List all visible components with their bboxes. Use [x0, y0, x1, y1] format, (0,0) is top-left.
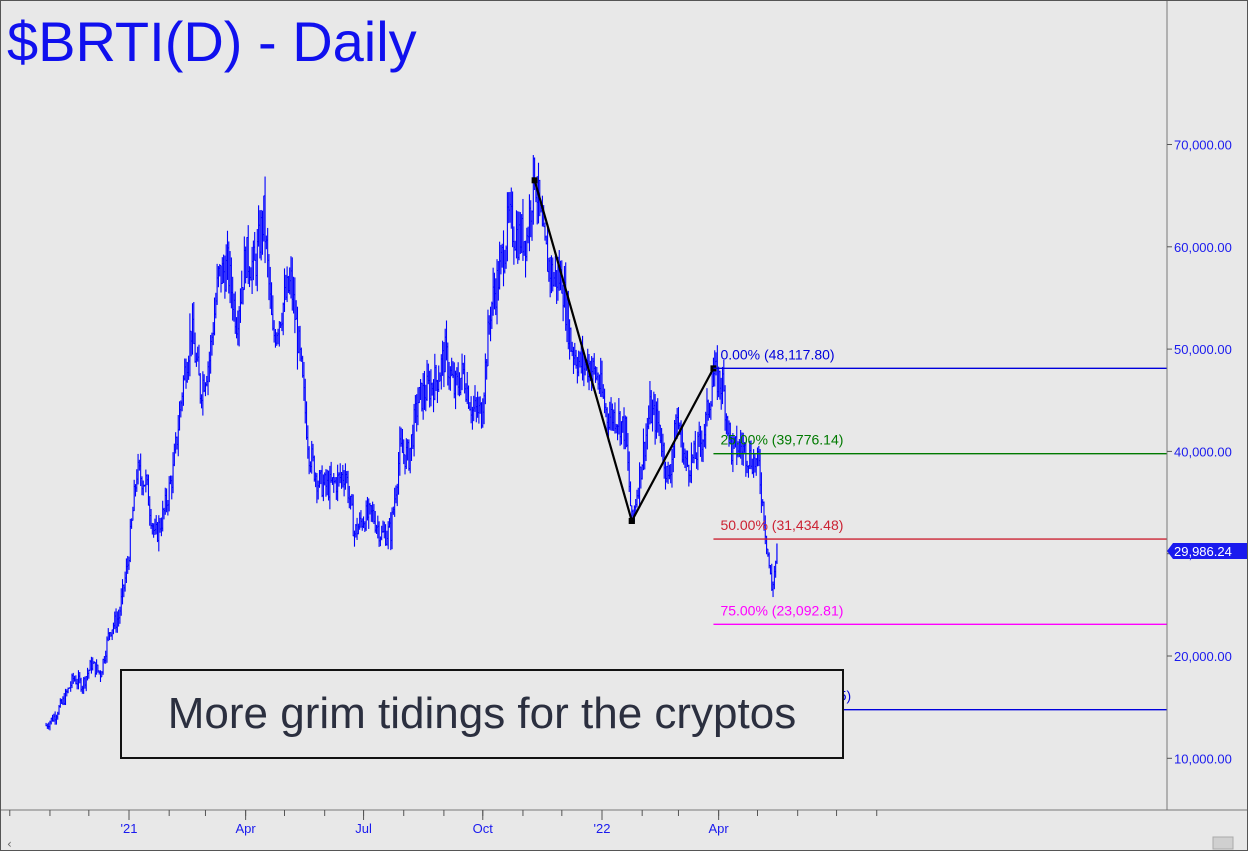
last-price-flag: [1167, 543, 1247, 559]
y-tick-label: 20,000.00: [1174, 649, 1232, 664]
x-tick-label: Apr: [709, 821, 730, 836]
fib-levels: 0.00% (48,117.80) 25.00% (39,776.14) 50.00…: [713, 346, 1167, 711]
horizontal-scrollbar[interactable]: ‹: [1, 836, 1247, 850]
scrollbar-thumb[interactable]: [1212, 836, 1234, 850]
annotation-frame: [120, 669, 844, 759]
annotation-box: More grim tidings for the cryptos: [120, 669, 844, 759]
swing-lines: [531, 177, 717, 524]
scroll-left-icon[interactable]: ‹: [7, 837, 12, 850]
y-tick-label: 40,000.00: [1174, 444, 1232, 459]
y-tick-label: 10,000.00: [1174, 751, 1232, 766]
last-price-marker: 29,986.24: [1167, 543, 1247, 559]
y-tick-label: 50,000.00: [1174, 342, 1232, 357]
x-tick-label: Jul: [355, 821, 372, 836]
fib-label: 25.00% (39,776.14): [720, 432, 843, 448]
x-tick-label: '22: [594, 821, 611, 836]
y-axis: 10,000.0020,000.0030,000.0040,000.0050,0…: [1167, 138, 1232, 766]
chart-title: $BRTI(D) - Daily: [7, 10, 417, 73]
x-axis: '21 Apr Jul Oct '22 Apr: [9, 810, 878, 836]
fib-label: 0.00% (48,117.80): [720, 346, 834, 362]
x-tick-label: Apr: [236, 821, 257, 836]
price-bars: [45, 155, 778, 731]
x-tick-label: '21: [121, 821, 138, 836]
scrollbar-track[interactable]: [1, 836, 1247, 850]
swing-point: [531, 177, 538, 184]
swing-line: [630, 367, 715, 522]
x-tick-label: Oct: [473, 821, 494, 836]
swing-point: [628, 517, 635, 524]
fib-label: 50.00% (31,434.48): [720, 517, 843, 533]
y-tick-label: 60,000.00: [1174, 240, 1232, 255]
annotation-text: More grim tidings for the cryptos: [168, 689, 796, 738]
y-tick-label: 70,000.00: [1174, 138, 1232, 153]
fib-label: 75.00% (23,092.81): [720, 602, 843, 618]
last-price-label: 29,986.24: [1174, 544, 1232, 559]
swing-line: [533, 180, 633, 522]
